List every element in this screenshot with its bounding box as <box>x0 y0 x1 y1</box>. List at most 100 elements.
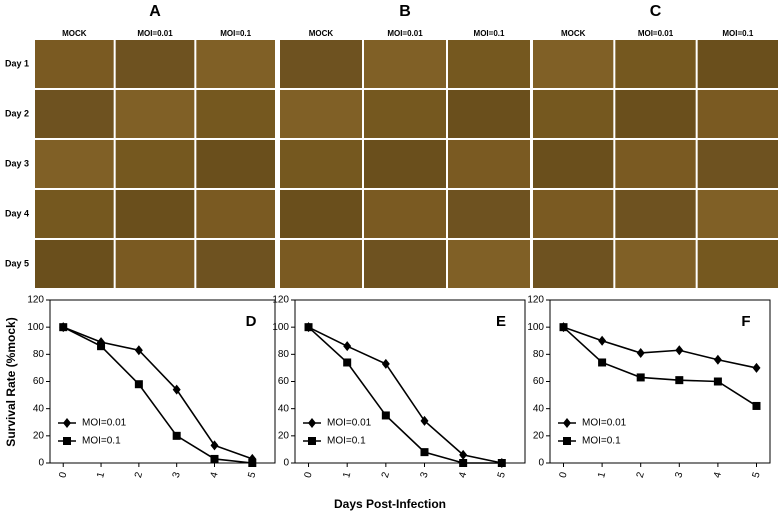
y-tick-label: 100 <box>27 322 44 333</box>
x-tick-label: 3 <box>673 471 685 480</box>
x-tick-label: 0 <box>558 471 570 480</box>
series-line <box>563 326 757 369</box>
marker <box>343 358 352 367</box>
micrograph <box>448 190 530 238</box>
x-tick-label: 5 <box>496 471 508 480</box>
x-tick-label: 3 <box>171 471 183 480</box>
x-tick-label: 3 <box>419 471 431 480</box>
y-tick-label: 40 <box>33 403 45 414</box>
y-tick-label: 80 <box>33 349 45 360</box>
micrograph <box>697 190 778 238</box>
x-tick-label: 0 <box>57 471 69 480</box>
series-line <box>62 326 253 460</box>
micrograph <box>115 90 195 138</box>
micrograph <box>615 240 696 288</box>
micrograph <box>533 40 614 88</box>
y-tick-label: 20 <box>533 430 545 441</box>
column-label: MOCK <box>561 29 586 38</box>
y-tick-label: 60 <box>533 376 545 387</box>
micrograph <box>35 190 114 238</box>
micrograph <box>196 240 275 288</box>
micrograph <box>533 240 614 288</box>
y-tick-label: 40 <box>278 403 290 414</box>
micrograph <box>196 90 275 138</box>
y-tick-label: 60 <box>278 376 290 387</box>
legend-label: MOI=0.1 <box>82 436 121 447</box>
y-tick-label: 40 <box>533 403 545 414</box>
micrograph <box>533 90 614 138</box>
legend-label: MOI=0.01 <box>327 418 372 429</box>
micrograph <box>35 240 114 288</box>
row-label: Day 5 <box>5 258 29 268</box>
y-tick-label: 60 <box>33 376 45 387</box>
y-tick-label: 120 <box>527 295 544 306</box>
marker <box>210 440 219 451</box>
marker <box>97 342 106 351</box>
x-tick-label: 4 <box>457 471 469 480</box>
micrograph <box>533 140 614 188</box>
marker <box>675 345 684 356</box>
column-label: MOCK <box>309 29 334 38</box>
panel-label: F <box>741 313 750 330</box>
micrograph <box>448 40 530 88</box>
panel-label: E <box>496 313 506 330</box>
micrograph <box>364 190 446 238</box>
x-tick-label: 1 <box>341 471 353 480</box>
x-tick-label: 5 <box>751 471 763 480</box>
y-tick-label: 120 <box>272 295 289 306</box>
micrograph <box>448 140 530 188</box>
marker <box>459 459 468 467</box>
x-tick-label: 1 <box>95 471 107 480</box>
x-tick-label: 0 <box>303 471 315 480</box>
micrograph <box>280 90 362 138</box>
marker <box>172 384 181 395</box>
marker <box>63 437 71 445</box>
micrograph <box>697 90 778 138</box>
micrograph <box>364 40 446 88</box>
micrograph <box>448 90 530 138</box>
marker <box>343 341 352 352</box>
legend-label: MOI=0.1 <box>582 436 621 447</box>
series-line <box>307 326 502 464</box>
marker <box>752 401 761 410</box>
marker <box>636 373 645 382</box>
x-tick-label: 1 <box>596 471 608 480</box>
micrograph <box>280 190 362 238</box>
marker <box>172 431 181 440</box>
micrograph <box>115 190 195 238</box>
marker <box>636 347 645 358</box>
y-tick-label: 100 <box>272 322 289 333</box>
micrograph <box>364 140 446 188</box>
micrograph <box>35 90 114 138</box>
marker <box>563 437 571 445</box>
panel-label: B <box>399 3 411 20</box>
marker <box>420 415 429 426</box>
column-label: MOI=0.01 <box>137 29 173 38</box>
micrograph <box>280 40 362 88</box>
marker <box>63 418 71 428</box>
micrograph <box>615 40 696 88</box>
row-label: Day 4 <box>5 208 29 218</box>
micrograph <box>196 40 275 88</box>
micrograph <box>697 140 778 188</box>
micrograph <box>35 140 114 188</box>
micrograph <box>115 240 195 288</box>
column-label: MOCK <box>62 29 87 38</box>
x-tick-label: 5 <box>246 471 258 480</box>
marker <box>598 358 607 367</box>
micrograph <box>697 240 778 288</box>
marker <box>713 377 722 386</box>
y-tick-label: 100 <box>527 322 544 333</box>
marker <box>210 454 219 463</box>
y-tick-label: 0 <box>283 458 289 469</box>
y-tick-label: 0 <box>38 458 44 469</box>
marker <box>134 380 143 389</box>
column-label: MOI=0.01 <box>638 29 674 38</box>
marker <box>308 437 316 445</box>
micrograph <box>533 190 614 238</box>
y-tick-label: 80 <box>533 349 545 360</box>
marker <box>134 345 143 356</box>
marker <box>563 418 571 428</box>
y-axis-label: Survival Rate (%mock) <box>4 317 18 446</box>
